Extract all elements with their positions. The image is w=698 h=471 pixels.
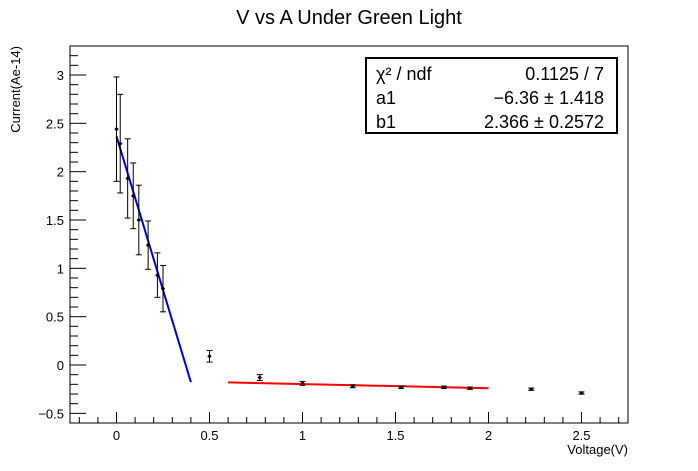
data-point [299,380,306,386]
x-tick-label: 0 [113,428,120,443]
stats-value-chi2: 0.1125 / 7 [525,64,604,84]
axis-ticks: 0 0.5 1 1.5 2 2.5 −0.5 0 0.5 1 1.5 2 2.5 3 [38,45,620,443]
y-tick-label: 0.5 [46,310,64,325]
data-point [206,350,213,363]
x-tick-label: 2.5 [572,428,590,443]
y-tick-label: 3 [57,68,64,83]
stats-box-frame [365,57,618,134]
stats-label-a1: a1 [376,88,396,108]
y-tick-label: −0.5 [38,406,64,421]
point-marker [468,386,472,390]
y-tick-label: 2.5 [46,116,64,131]
point-marker [442,385,446,389]
data-point [528,387,535,391]
stats-box: χ² / ndf 0.1125 / 7 a1 −6.36 ± 1.418 b1 … [365,57,618,134]
fit-line [115,135,192,383]
point-marker [155,273,160,277]
point-marker [300,381,305,385]
x-axis-label: Voltage(V) [567,442,628,457]
point-marker [529,387,533,391]
point-marker [137,218,141,222]
data-point [349,384,356,389]
y-tick-label: 2 [57,165,64,180]
x-tick-label: 0.5 [200,428,218,443]
point-marker [126,176,130,181]
x-tick-label: 2 [485,428,492,443]
data-point [578,391,585,395]
stats-label-chi2: χ² / ndf [376,64,432,84]
point-marker [351,384,355,388]
x-tick-label: 1 [299,428,306,443]
data-point [154,252,161,298]
data-point [117,93,124,194]
data-point [256,374,263,381]
fit-line [228,381,489,390]
data-point [130,162,137,230]
stats-value-b1: 2.366 ± 0.2572 [484,112,604,132]
point-marker [399,385,403,389]
y-tick-label: 0 [57,358,64,373]
point-marker [146,243,150,247]
chart-title: V vs A Under Green Light [236,7,462,29]
x-tick-label: 1.5 [386,428,404,443]
data-point [466,386,473,390]
point-marker [131,194,135,198]
point-marker [207,354,212,358]
data-point [135,184,142,256]
point-marker [258,375,262,380]
plot-frame [69,45,629,424]
data-point [145,220,152,270]
fit-lines [115,135,489,390]
point-marker [118,142,122,146]
data-point [398,385,405,389]
y-axis-label: Current(Ae-14) [8,46,23,133]
data-point [160,264,166,313]
point-marker [114,127,119,131]
stats-value-a1: −6.36 ± 1.418 [494,88,604,108]
point-marker [579,391,584,395]
data-points [113,76,585,395]
y-tick-label: 1.5 [46,213,64,228]
data-point [440,385,447,389]
stats-label-b1: b1 [376,112,396,132]
y-tick-label: 1 [57,261,64,276]
data-point [113,76,120,182]
point-marker [161,287,165,291]
data-point [124,138,131,219]
